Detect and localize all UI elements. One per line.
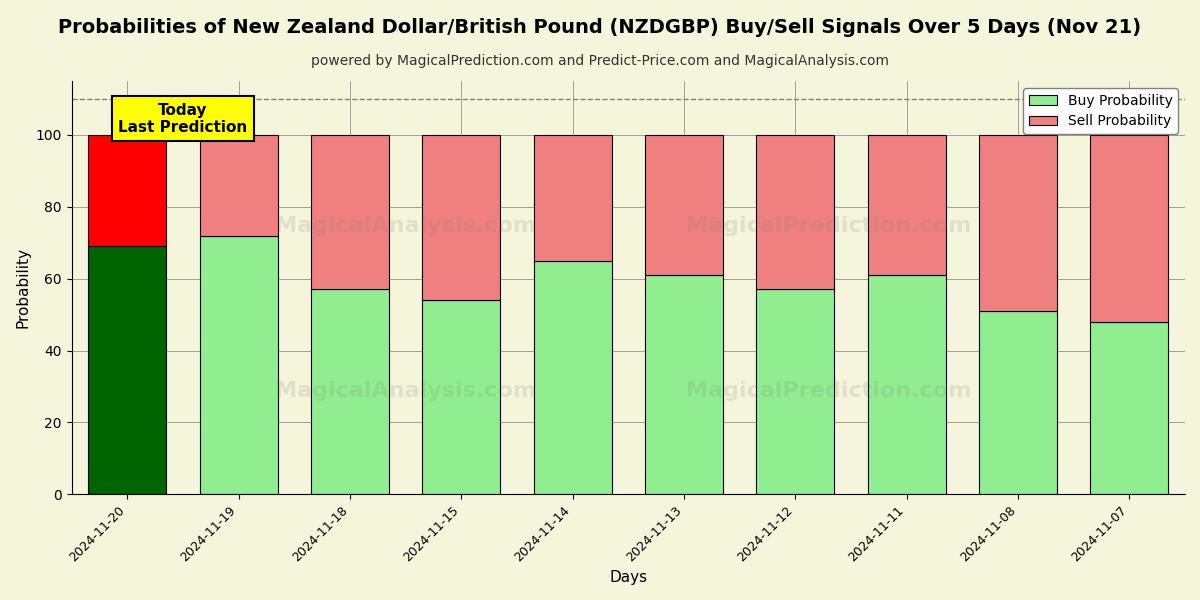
Bar [199,236,277,494]
Bar [646,135,722,275]
Bar [534,135,612,261]
Bar [646,275,722,494]
Bar [1091,135,1169,322]
Bar [89,135,167,247]
Text: powered by MagicalPrediction.com and Predict-Price.com and MagicalAnalysis.com: powered by MagicalPrediction.com and Pre… [311,54,889,68]
Bar [1091,322,1169,494]
Bar [756,135,834,289]
Text: MagicalPrediction.com: MagicalPrediction.com [686,381,972,401]
Text: MagicalAnalysis.com: MagicalAnalysis.com [275,215,536,236]
Text: MagicalAnalysis.com: MagicalAnalysis.com [275,381,536,401]
Bar [756,289,834,494]
Bar [422,300,500,494]
Bar [89,247,167,494]
Bar [311,289,389,494]
Text: Probabilities of New Zealand Dollar/British Pound (NZDGBP) Buy/Sell Signals Over: Probabilities of New Zealand Dollar/Brit… [59,18,1141,37]
Bar [199,135,277,236]
Bar [534,261,612,494]
Text: Today
Last Prediction: Today Last Prediction [119,103,247,135]
X-axis label: Days: Days [610,570,647,585]
Bar [868,135,946,275]
Legend: Buy Probability, Sell Probability: Buy Probability, Sell Probability [1024,88,1178,134]
Y-axis label: Probability: Probability [16,247,30,328]
Bar [979,135,1057,311]
Bar [422,135,500,300]
Text: MagicalPrediction.com: MagicalPrediction.com [686,215,972,236]
Bar [868,275,946,494]
Bar [311,135,389,289]
Bar [979,311,1057,494]
